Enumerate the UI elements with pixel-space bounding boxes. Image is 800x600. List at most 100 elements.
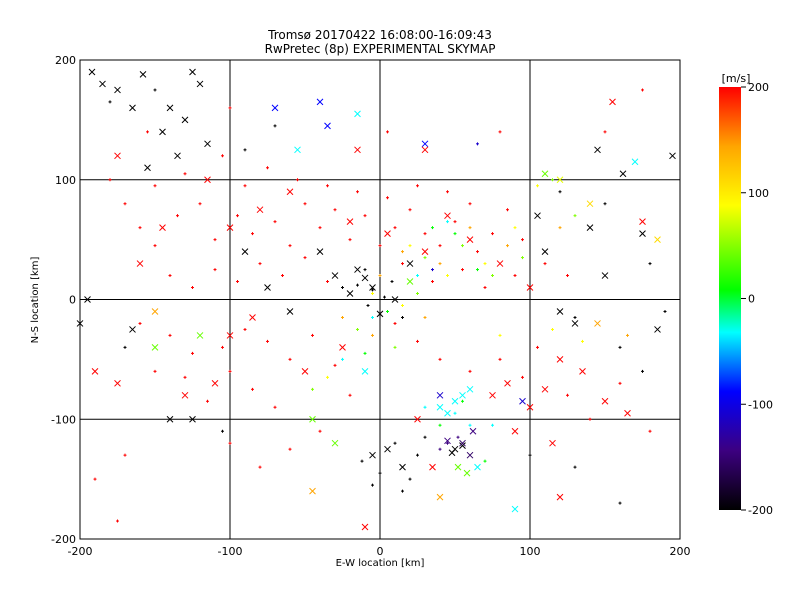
data-point-plus: [416, 339, 419, 343]
data-point-cross: [391, 296, 399, 303]
data-point-cross: [451, 397, 459, 405]
data-point-plus: [461, 268, 464, 272]
data-point-plus: [491, 232, 494, 236]
data-point-plus: [536, 345, 539, 349]
data-point-plus: [491, 423, 494, 427]
data-point-plus: [378, 244, 382, 248]
data-point-cross: [309, 415, 316, 423]
data-point-plus: [138, 226, 142, 230]
data-point-cross: [406, 278, 414, 285]
data-point-plus: [371, 288, 374, 292]
data-point-cross: [166, 104, 174, 112]
data-point-plus: [198, 202, 202, 206]
chart-subtitle: RwPretec (8p) EXPERIMENTAL SKYMAP: [265, 42, 496, 56]
data-point-plus: [408, 208, 412, 212]
data-point-cross: [354, 266, 361, 273]
data-point-plus: [383, 295, 386, 299]
data-point-cross: [114, 379, 121, 387]
data-point-plus: [438, 447, 442, 451]
data-point-plus: [573, 465, 577, 469]
data-point-cross: [226, 332, 234, 339]
data-point-cross: [166, 415, 174, 423]
data-point-plus: [366, 303, 370, 307]
data-points: [76, 68, 676, 531]
data-point-plus: [476, 268, 479, 272]
data-point-plus: [356, 190, 359, 194]
y-axis-label: N-S location [km]: [30, 257, 41, 344]
data-point-plus: [438, 423, 442, 427]
data-point-plus: [281, 274, 284, 278]
data-point-plus: [243, 327, 247, 331]
data-point-cross: [534, 212, 541, 220]
data-point-cross: [519, 397, 526, 405]
y-tick-label: -200: [51, 533, 76, 546]
data-point-plus: [191, 286, 194, 290]
data-point-cross: [196, 80, 204, 88]
data-point-plus: [513, 274, 517, 278]
data-point-plus: [258, 465, 262, 469]
data-point-plus: [213, 268, 217, 272]
data-point-plus: [401, 489, 404, 493]
data-point-plus: [438, 244, 442, 248]
data-point-cross: [384, 230, 391, 237]
data-point-plus: [153, 244, 157, 248]
data-point-plus: [416, 292, 419, 296]
data-point-cross: [459, 442, 466, 449]
data-point-plus: [461, 244, 464, 248]
data-point-plus: [401, 262, 404, 266]
data-point-plus: [423, 315, 427, 319]
data-point-plus: [266, 339, 269, 343]
data-point-cross: [421, 146, 429, 154]
data-point-cross: [601, 397, 609, 405]
data-point-plus: [446, 441, 449, 445]
data-point-cross: [91, 367, 99, 375]
data-point-cross: [586, 224, 594, 232]
data-point-cross: [76, 320, 84, 327]
data-point-plus: [558, 226, 562, 230]
data-point-plus: [423, 435, 427, 439]
data-point-plus: [378, 471, 382, 475]
data-point-cross: [466, 451, 474, 459]
data-point-cross: [526, 284, 534, 291]
data-point-cross: [286, 188, 294, 196]
data-point-cross: [511, 427, 519, 435]
data-point-cross: [316, 98, 324, 106]
data-point-plus: [243, 184, 247, 188]
data-point-plus: [626, 333, 629, 337]
data-point-cross: [474, 463, 481, 471]
data-point-cross: [354, 110, 361, 118]
data-point-plus: [461, 399, 464, 403]
data-point-plus: [536, 184, 539, 188]
data-point-plus: [288, 357, 292, 361]
data-point-plus: [528, 453, 532, 457]
data-point-cross: [99, 80, 106, 88]
data-point-plus: [168, 333, 172, 337]
data-point-plus: [416, 453, 419, 457]
data-point-cross: [339, 344, 346, 351]
x-tick-label: 0: [377, 545, 384, 558]
data-point-plus: [401, 250, 404, 254]
data-point-plus: [348, 238, 352, 242]
data-point-plus: [551, 327, 554, 331]
data-point-cross: [316, 248, 324, 255]
data-point-cross: [181, 116, 189, 124]
data-point-plus: [551, 178, 554, 182]
data-point-plus: [356, 283, 359, 287]
data-point-cross: [256, 206, 264, 214]
data-point-cross: [421, 248, 429, 255]
data-point-cross: [361, 367, 369, 375]
data-point-cross: [361, 274, 369, 282]
data-point-plus: [603, 202, 607, 206]
colorbar-tick-label: 100: [748, 187, 769, 200]
data-point-plus: [453, 232, 457, 236]
data-point-plus: [363, 351, 367, 355]
data-point-cross: [586, 200, 594, 208]
data-point-plus: [393, 441, 397, 445]
y-tick-label: 100: [55, 174, 76, 187]
data-point-cross: [84, 296, 91, 303]
data-point-plus: [228, 106, 232, 110]
data-point-plus: [498, 357, 502, 361]
data-point-cross: [204, 140, 211, 148]
data-point-plus: [446, 274, 449, 278]
data-point-plus: [521, 375, 524, 379]
